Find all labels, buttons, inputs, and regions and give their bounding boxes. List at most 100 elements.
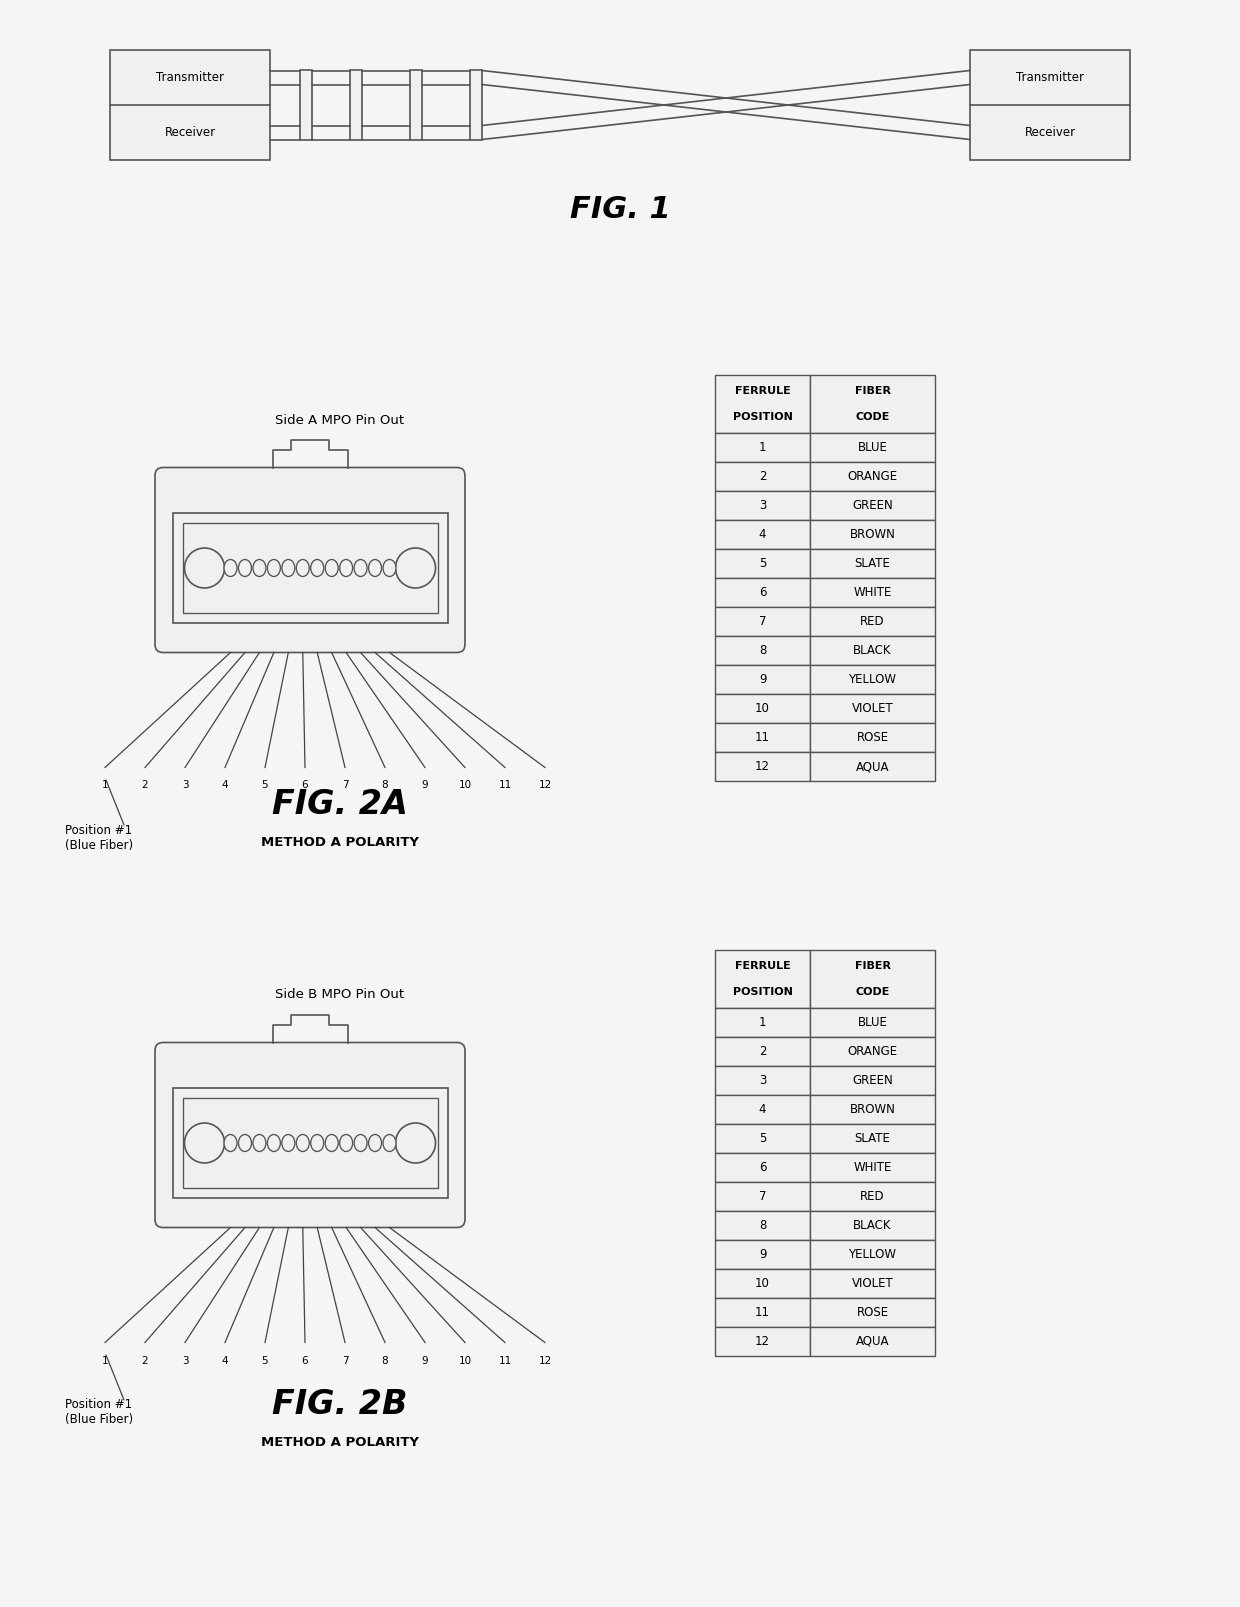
Text: SLATE: SLATE: [854, 558, 890, 570]
Text: BLACK: BLACK: [853, 1220, 892, 1233]
Bar: [715, 1327, 810, 1356]
Bar: [810, 723, 935, 752]
Bar: [715, 636, 810, 665]
Circle shape: [396, 548, 435, 588]
Ellipse shape: [253, 559, 265, 577]
Bar: [810, 492, 935, 521]
Text: 5: 5: [759, 1131, 766, 1146]
Text: 3: 3: [759, 1073, 766, 1086]
Bar: [810, 1298, 935, 1327]
Bar: [715, 1241, 810, 1270]
Text: RED: RED: [861, 1191, 885, 1204]
Ellipse shape: [340, 559, 352, 577]
Bar: [810, 579, 935, 607]
Ellipse shape: [325, 559, 339, 577]
Text: ROSE: ROSE: [857, 731, 889, 744]
Bar: [715, 374, 810, 432]
Text: 6: 6: [759, 1160, 766, 1175]
Bar: [810, 1327, 935, 1356]
Text: BROWN: BROWN: [849, 529, 895, 542]
Ellipse shape: [311, 559, 324, 577]
Bar: [810, 1183, 935, 1212]
Bar: [810, 1123, 935, 1152]
Bar: [715, 579, 810, 607]
Ellipse shape: [296, 559, 309, 577]
Bar: [810, 607, 935, 636]
Bar: [350, 71, 362, 140]
Bar: [810, 1241, 935, 1270]
Text: Transmitter: Transmitter: [156, 71, 224, 84]
Bar: [715, 1037, 810, 1065]
Ellipse shape: [224, 559, 237, 577]
Text: 11: 11: [755, 1306, 770, 1319]
Bar: [810, 550, 935, 579]
FancyBboxPatch shape: [155, 1043, 465, 1228]
Text: FIBER: FIBER: [854, 386, 890, 397]
Text: FERRULE: FERRULE: [734, 386, 790, 397]
Text: AQUA: AQUA: [856, 760, 889, 773]
Bar: [810, 1008, 935, 1037]
Bar: [810, 752, 935, 781]
Text: 4: 4: [759, 529, 766, 542]
Bar: [715, 461, 810, 492]
Text: 7: 7: [342, 1355, 348, 1366]
Bar: [715, 1270, 810, 1298]
Bar: [715, 665, 810, 694]
Text: Receiver: Receiver: [1024, 125, 1075, 138]
Bar: [715, 1183, 810, 1212]
Text: GREEN: GREEN: [852, 1073, 893, 1086]
Bar: [715, 432, 810, 461]
Text: 7: 7: [342, 781, 348, 791]
Text: ORANGE: ORANGE: [847, 469, 898, 484]
Text: 7: 7: [759, 615, 766, 628]
Bar: [715, 1212, 810, 1241]
Bar: [715, 950, 810, 1008]
Ellipse shape: [281, 559, 295, 577]
Text: Side B MPO Pin Out: Side B MPO Pin Out: [275, 988, 404, 1001]
Text: 6: 6: [759, 587, 766, 599]
Text: FERRULE: FERRULE: [734, 961, 790, 971]
Text: 12: 12: [538, 1355, 552, 1366]
Bar: [182, 1098, 438, 1188]
Bar: [810, 1037, 935, 1065]
Text: 1: 1: [102, 781, 108, 791]
Bar: [810, 521, 935, 550]
Bar: [715, 607, 810, 636]
Text: BLUE: BLUE: [858, 1016, 888, 1028]
Text: 2: 2: [141, 1355, 149, 1366]
Text: CODE: CODE: [856, 987, 889, 996]
FancyBboxPatch shape: [155, 468, 465, 652]
Text: POSITION: POSITION: [733, 987, 792, 996]
Text: FIG. 2A: FIG. 2A: [272, 789, 408, 821]
Text: Receiver: Receiver: [165, 125, 216, 138]
Ellipse shape: [224, 1135, 237, 1152]
Text: 10: 10: [755, 1278, 770, 1290]
Text: 1: 1: [759, 1016, 766, 1028]
Text: BROWN: BROWN: [849, 1102, 895, 1115]
Bar: [172, 1088, 448, 1197]
Ellipse shape: [281, 1135, 295, 1152]
Text: 5: 5: [262, 1355, 268, 1366]
Bar: [810, 636, 935, 665]
Text: 2: 2: [141, 781, 149, 791]
Text: 11: 11: [498, 1355, 512, 1366]
Text: RED: RED: [861, 615, 885, 628]
Bar: [715, 723, 810, 752]
Ellipse shape: [368, 559, 382, 577]
Bar: [715, 694, 810, 723]
Bar: [172, 513, 448, 624]
Bar: [715, 1065, 810, 1094]
Bar: [110, 50, 270, 161]
Text: 8: 8: [759, 644, 766, 657]
Circle shape: [396, 1123, 435, 1163]
Bar: [410, 71, 422, 140]
Bar: [715, 1298, 810, 1327]
Text: 11: 11: [498, 781, 512, 791]
Text: CODE: CODE: [856, 411, 889, 421]
Text: 4: 4: [222, 1355, 228, 1366]
Ellipse shape: [383, 559, 396, 577]
Bar: [182, 522, 438, 612]
Text: WHITE: WHITE: [853, 1160, 892, 1175]
Bar: [715, 1152, 810, 1183]
Bar: [715, 1123, 810, 1152]
